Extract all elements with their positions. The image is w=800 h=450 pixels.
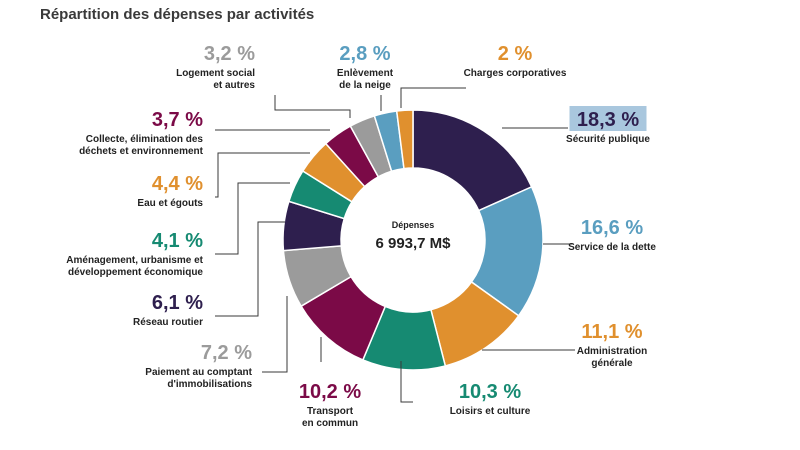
category-label: d'immobilisations [167, 379, 252, 390]
pct-label: 2 % [498, 43, 533, 65]
pct-label: 7,2 % [201, 342, 252, 364]
center-value: 6 993,7 M$ [375, 235, 451, 252]
chart-title: Répartition des dépenses par activités [40, 6, 315, 23]
pct-label: 2,8 % [339, 43, 390, 65]
leader-line [215, 152, 310, 198]
category-label: Loisirs et culture [450, 406, 531, 417]
pct-label: 6,1 % [152, 292, 203, 314]
category-label: développement économique [68, 267, 203, 278]
category-label: générale [591, 358, 633, 369]
pct-label: 4,1 % [152, 230, 203, 252]
pct-label: 4,4 % [152, 173, 203, 195]
highlight-box [569, 106, 647, 131]
pct-label: 10,3 % [459, 381, 521, 403]
leader-line [400, 361, 413, 403]
leader-line [262, 296, 288, 373]
category-label: Logement social [176, 68, 255, 79]
category-label: Transport [307, 406, 354, 417]
leader-line [215, 221, 285, 317]
leader-line [274, 95, 351, 118]
slice-labels: 18,3 % Sécurité publique 16,6 % Service de … [66, 43, 656, 429]
pct-label: 16,6 % [581, 217, 643, 239]
pct-label: 11,1 % [581, 321, 642, 343]
category-label: Service de la dette [568, 242, 656, 253]
leader-lines [215, 87, 575, 403]
pct-label: 10,2 % [299, 381, 361, 403]
leader-line [215, 182, 290, 255]
category-label: Eau et égouts [137, 198, 203, 209]
category-label: Réseau routier [133, 317, 203, 328]
donut-slices [282, 109, 544, 371]
category-label: Administration [577, 346, 648, 357]
category-label: Enlèvement [337, 68, 394, 79]
category-label: Paiement au comptant [145, 367, 252, 378]
pct-label: 3,7 % [152, 109, 203, 131]
pct-label: 18,3 % [577, 109, 639, 131]
category-label: Sécurité publique [566, 134, 650, 145]
category-label: et autres [213, 80, 255, 91]
category-label: déchets et environnement [79, 146, 204, 157]
center-label: Dépenses [392, 220, 435, 230]
category-label: en commun [302, 418, 358, 429]
pct-label: 3,2 % [204, 43, 255, 65]
slice-charges-corporatives [395, 109, 414, 170]
category-label: Charges corporatives [464, 68, 567, 79]
category-label: Aménagement, urbanisme et [66, 255, 203, 266]
category-label: de la neige [339, 80, 391, 91]
leader-line [400, 87, 466, 108]
category-label: Collecte, élimination des [86, 134, 204, 145]
